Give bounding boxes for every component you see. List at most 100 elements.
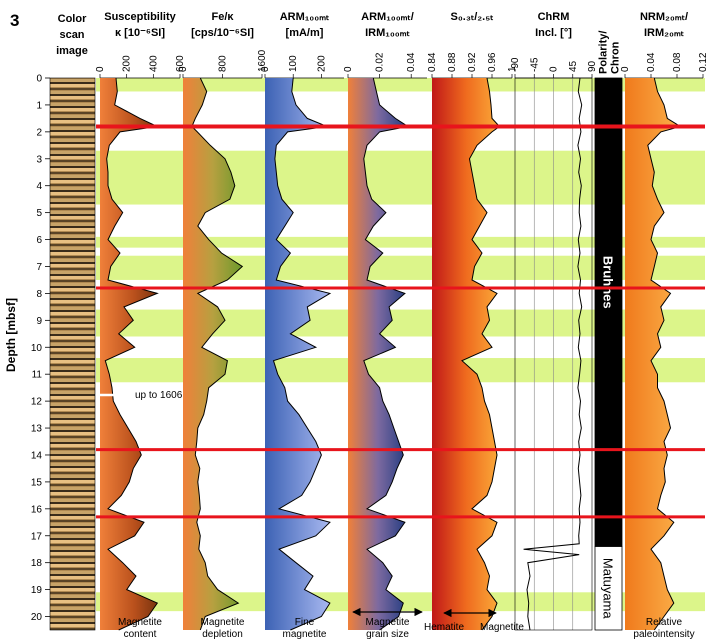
- depth-tick-label: 10: [31, 343, 43, 354]
- x-tick-label: 100: [288, 55, 299, 72]
- series-fill-fe: [183, 78, 243, 630]
- depth-tick-label: 20: [31, 612, 43, 623]
- series-fill-armirm: [348, 78, 408, 630]
- series-line-fe: [191, 77, 244, 631]
- panel-nrm: NRM₂₀ₘₜ/IRM₂₀ₘₜ 0 0.04 0.08 0.12 Relativepale…: [620, 11, 709, 640]
- core-header-line-1: Color: [58, 13, 87, 25]
- polarity-label: Bruhnes: [601, 256, 616, 309]
- x-tick-label: 0.12: [698, 52, 709, 72]
- core-header-line-2: scan: [59, 29, 84, 41]
- chrm-inclination-line: [523, 77, 583, 631]
- series-line-nrm: [647, 77, 682, 631]
- depth-tick-label: 3: [36, 154, 42, 165]
- x-tick-label: 400: [148, 55, 159, 72]
- panel-title: ChRM: [538, 11, 570, 23]
- panel-unit: IRM₂₀ₘₜ: [644, 27, 684, 39]
- panel-title: ARM₁₀₀ₘₜ/: [361, 11, 414, 23]
- series-line-arm: [272, 77, 332, 631]
- panel-caption-left: Hematite: [424, 622, 464, 633]
- panel-caption: Fine: [295, 617, 315, 628]
- panel-unit: Incl. [°]: [535, 27, 572, 39]
- panel-armirm: ARM₁₀₀ₘₜ/IRM₁₀₀ₘₜ 0 0.02 0.04 Magnetitegrain…: [343, 11, 427, 640]
- depth-tick-label: 0: [36, 74, 42, 85]
- depth-tick-label: 5: [36, 208, 42, 219]
- x-tick-label: 600: [175, 55, 186, 72]
- panel-caption: Magnetite: [366, 617, 410, 628]
- depth-tick-label: 8: [36, 289, 42, 300]
- depth-tick-label: 17: [31, 531, 43, 542]
- depth-tick-label: 19: [31, 585, 43, 596]
- x-tick-label: 0: [178, 66, 189, 72]
- x-tick-label: 0: [260, 66, 271, 72]
- x-tick-label: 0.04: [406, 52, 417, 72]
- figure-number: 3: [10, 11, 19, 30]
- panel-caption: depletion: [202, 629, 243, 640]
- series-fill-susc: [100, 78, 158, 630]
- x-tick-label: 0: [549, 66, 560, 72]
- depth-tick-label: 9: [36, 316, 42, 327]
- polarity-segment: [594, 546, 623, 631]
- depth-tick-label: 14: [31, 450, 43, 461]
- x-tick-label: 0.92: [467, 52, 478, 72]
- panel-caption: Magnetite: [118, 617, 162, 628]
- x-tick-label: 800: [218, 55, 229, 72]
- x-tick-label: 0.84: [427, 52, 438, 72]
- series-line-sratio: [461, 77, 501, 631]
- x-tick-label: 0.88: [447, 52, 458, 72]
- panel-caption: Relative: [646, 617, 683, 628]
- highlight-band: [96, 78, 705, 92]
- depth-tick-label: 12: [31, 397, 43, 408]
- panel-caption: content: [124, 629, 157, 640]
- panel-title: Fe/κ: [211, 11, 234, 23]
- series-fill-nrm: [625, 78, 681, 630]
- series-line-armirm: [363, 77, 410, 631]
- polarity-segment: [594, 77, 623, 547]
- polarity-subheader: Chron: [610, 41, 622, 74]
- x-tick-label: 0: [343, 66, 354, 72]
- panel-title: Susceptibility: [104, 11, 176, 23]
- depth-tick-label: 7: [36, 262, 42, 273]
- core-header-line-3: image: [56, 45, 88, 57]
- chrm-frame: [514, 77, 593, 631]
- x-tick-label: 45: [568, 60, 579, 72]
- panel-chrm: ChRM Incl. [°] -90 -45 0 45 90: [510, 11, 598, 631]
- x-tick-label: 0.96: [487, 52, 498, 72]
- panel-caption-right: Magnetite: [480, 622, 524, 633]
- series-line-susc: [104, 77, 160, 631]
- x-tick-label: 90: [587, 60, 598, 72]
- depth-tick-label: 4: [36, 181, 42, 192]
- depth-tick-label: 1: [36, 100, 42, 111]
- panel-caption: paleointensity: [633, 629, 694, 640]
- panel-caption: Magnetite: [201, 617, 245, 628]
- core-scan-image: [49, 77, 96, 631]
- depth-tick-label: 13: [31, 424, 43, 435]
- x-tick-label: 1600: [257, 49, 268, 72]
- x-tick-label: 200: [316, 55, 327, 72]
- red-marker-lines: [96, 124, 705, 519]
- series-fill-arm: [265, 78, 330, 630]
- panel-title: ARM₁₀₀ₘₜ: [280, 11, 330, 23]
- panel-title: S₀.₃ₜ/₂.₅ₜ: [451, 11, 494, 23]
- x-tick-label: 1: [507, 66, 518, 72]
- panel-unit: [cps/10⁻⁶SI]: [191, 27, 254, 39]
- panel-unit: IRM₁₀₀ₘₜ: [365, 27, 410, 39]
- depth-axis-label: Depth [mbsf]: [4, 298, 18, 372]
- panel-sratio: S₀.₃ₜ/₂.₅ₜ 0.84 0.88 0.92 0.96 1 Hematite Magne…: [424, 11, 524, 633]
- highlight-band: [96, 236, 705, 248]
- panel-polarity: Polarity/Chron Bruhnes Matuyama: [594, 31, 623, 631]
- depth-tick-label: 6: [36, 235, 42, 246]
- x-tick-label: 200: [122, 55, 133, 72]
- panel-fe: Fe/κ [cps/10⁻⁶SI] 0 800 1600 Magnetitedepleti…: [178, 11, 268, 640]
- depth-tick-label: 16: [31, 504, 43, 515]
- series-fill-sratio: [432, 78, 500, 630]
- panel-unit: κ [10⁻⁶SI]: [115, 27, 165, 39]
- up-to-annotation-text: up to 1606: [135, 390, 183, 401]
- x-tick-label: 0: [95, 66, 106, 72]
- panel-susc: Susceptibility κ [10⁻⁶SI] 0 200 400 600 Magnet…: [95, 11, 186, 640]
- x-tick-label: 0.02: [375, 52, 386, 72]
- depth-tick-label: 11: [32, 370, 43, 381]
- panel-caption: magnetite: [283, 629, 327, 640]
